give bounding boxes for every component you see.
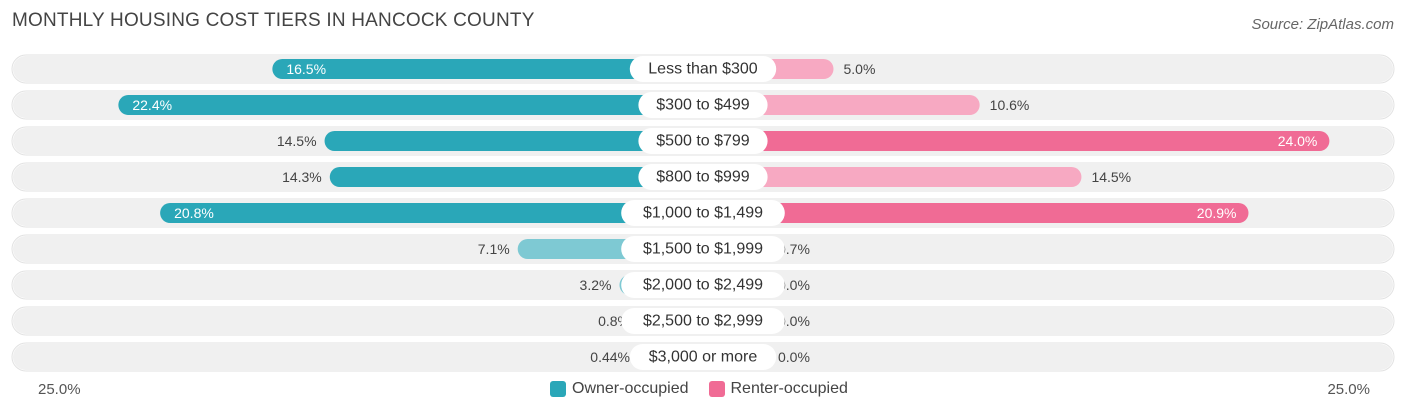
renter-value-label: 14.5% (1091, 169, 1131, 185)
renter-value-label: 0.0% (778, 313, 810, 329)
renter-value-label: 10.6% (990, 97, 1030, 113)
legend-owner[interactable]: Owner-occupied (550, 380, 689, 398)
legend-renter[interactable]: Renter-occupied (708, 380, 848, 398)
owner-value-label: 22.4% (132, 97, 172, 113)
category-label: $1,500 to $1,999 (643, 241, 763, 258)
legend-owner-label: Owner-occupied (572, 380, 689, 397)
owner-value-label: 3.2% (580, 277, 612, 293)
renter-value-label: 20.9% (1197, 205, 1237, 221)
legend: Owner-occupied Renter-occupied (550, 380, 868, 398)
bar-renter (703, 167, 1082, 187)
category-label: $500 to $799 (656, 133, 750, 150)
category-pill (638, 164, 768, 190)
bar-renter (703, 131, 1330, 151)
bar-owner (160, 203, 703, 223)
owner-value-label: 16.5% (286, 61, 326, 77)
category-label: $2,000 to $2,499 (643, 277, 763, 294)
category-pill (629, 56, 777, 82)
owner-value-label: 0.44% (590, 349, 630, 365)
renter-value-label: 0.0% (778, 349, 810, 365)
category-pill (638, 92, 768, 118)
owner-value-label: 7.1% (478, 241, 510, 257)
legend-owner-swatch (550, 381, 566, 397)
renter-value-label: 0.7% (778, 241, 810, 257)
category-label: $800 to $999 (656, 169, 750, 186)
legend-renter-label: Renter-occupied (730, 380, 848, 397)
category-pill (621, 236, 785, 262)
bar-owner (324, 131, 703, 151)
source-credit: Source: ZipAtlas.com (1251, 16, 1394, 33)
legend-renter-swatch (708, 381, 725, 397)
bar-owner (118, 95, 704, 115)
renter-value-label: 5.0% (844, 61, 876, 77)
renter-value-label: 24.0% (1278, 133, 1318, 149)
category-pill (621, 272, 785, 298)
category-label: $1,000 to $1,499 (643, 205, 763, 222)
category-label: $2,500 to $2,999 (643, 313, 763, 330)
owner-value-label: 14.5% (277, 133, 317, 149)
category-pill (621, 308, 785, 334)
bar-owner (272, 59, 703, 79)
bar-owner (329, 167, 703, 187)
category-label: $3,000 or more (649, 349, 758, 366)
category-label: Less than $300 (648, 61, 758, 78)
bar-renter (703, 203, 1249, 223)
chart-title: MONTHLY HOUSING COST TIERS IN HANCOCK CO… (12, 10, 535, 31)
axis-right-label: 25.0% (1327, 381, 1370, 398)
axis-left-label: 25.0% (38, 381, 81, 398)
category-label: $300 to $499 (656, 97, 750, 114)
category-pill (621, 200, 785, 226)
category-pill (638, 128, 768, 154)
bar-renter (703, 95, 980, 115)
owner-value-label: 20.8% (174, 205, 214, 221)
renter-value-label: 0.0% (778, 277, 810, 293)
owner-value-label: 14.3% (282, 169, 322, 185)
category-pill (629, 344, 777, 370)
